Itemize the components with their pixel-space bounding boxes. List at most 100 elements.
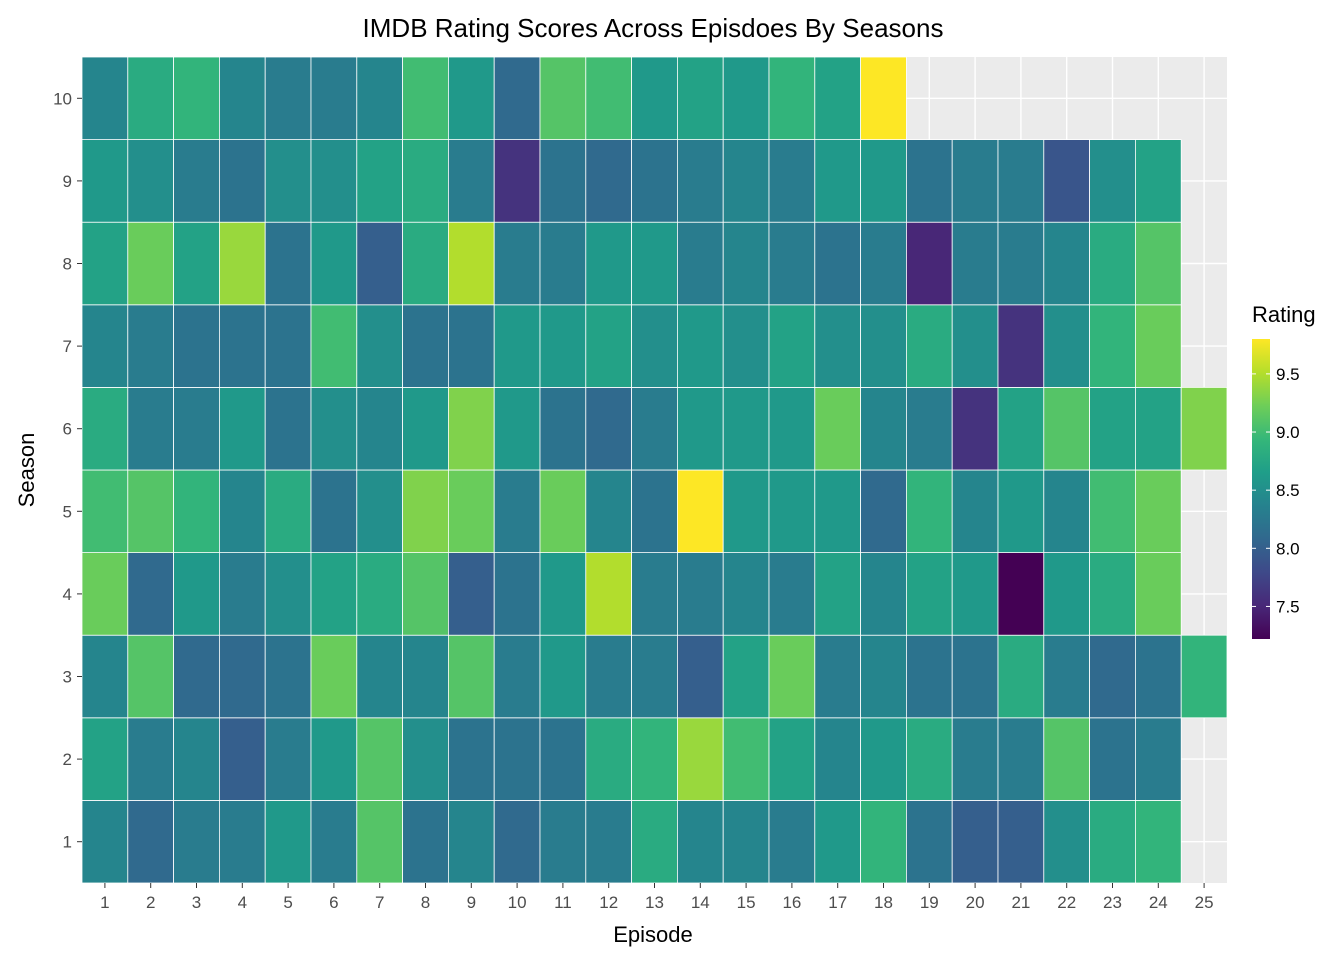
heatmap-cell [814, 717, 861, 801]
heatmap-cell [722, 304, 770, 388]
heatmap-cell [951, 304, 999, 388]
y-axis-title: Season [14, 433, 39, 508]
heatmap-cell [585, 634, 632, 719]
heatmap-cell [539, 304, 587, 388]
heatmap-cell [402, 800, 449, 884]
heatmap-cell [493, 552, 541, 636]
heatmap-cell [722, 139, 770, 223]
heatmap-cell [585, 221, 632, 306]
legend-tick-label: 8.0 [1276, 539, 1300, 558]
heatmap-cell [81, 469, 129, 553]
heatmap-cell [1043, 304, 1091, 388]
heatmap-cell [585, 139, 632, 223]
heatmap-cell [493, 221, 541, 306]
heatmap-cell [310, 634, 358, 719]
heatmap-cell [218, 469, 266, 553]
heatmap-cell [585, 386, 632, 471]
heatmap-cell [173, 56, 220, 140]
heatmap-cell [402, 552, 449, 636]
heatmap-cell [264, 221, 312, 306]
y-tick-label: 3 [63, 668, 72, 687]
heatmap-cell [1043, 221, 1091, 306]
heatmap-cell [1089, 634, 1136, 719]
chart-title: IMDB Rating Scores Across Episdoes By Se… [363, 13, 944, 43]
heatmap-cell [768, 56, 816, 140]
x-tick-label: 22 [1057, 893, 1076, 912]
heatmap-cell [1135, 634, 1182, 719]
heatmap-cell [218, 386, 266, 471]
y-tick-label: 1 [63, 833, 72, 852]
heatmap-cell [677, 469, 724, 553]
heatmap-cell [173, 717, 220, 801]
heatmap-cell [631, 717, 678, 801]
heatmap-cell [1089, 552, 1136, 636]
heatmap-cell [81, 800, 129, 884]
heatmap-cell [81, 386, 129, 471]
heatmap-cell [631, 800, 678, 884]
heatmap-cell [356, 304, 403, 388]
heatmap-cell [997, 717, 1045, 801]
x-tick-label: 17 [828, 893, 847, 912]
y-tick-label: 10 [53, 89, 72, 108]
heatmap-cell [860, 552, 907, 636]
x-tick-label: 25 [1195, 893, 1214, 912]
heatmap-cell [218, 552, 266, 636]
heatmap-cell [814, 56, 861, 140]
heatmap-cell [539, 221, 587, 306]
heatmap-cell [493, 469, 541, 553]
color-legend: Rating 9.5 9.0 8.5 8.0 7.5 [1252, 302, 1316, 639]
heatmap-cell [1043, 139, 1091, 223]
heatmap-cell [906, 139, 953, 223]
x-tick-label: 3 [192, 893, 201, 912]
heatmap-cell [814, 552, 861, 636]
heatmap-cell [127, 717, 175, 801]
heatmap-cell [677, 221, 724, 306]
heatmap-cell [218, 304, 266, 388]
heatmap-cell [677, 304, 724, 388]
heatmap-cell [814, 634, 861, 719]
heatmap-cell [906, 469, 953, 553]
heatmap-cell [951, 800, 999, 884]
x-tick-label: 5 [283, 893, 292, 912]
heatmap-cell [860, 56, 907, 140]
x-axis-ticks: 1 2 3 4 5 6 7 8 9 10 11 12 13 14 15 16 17 18 19 20 21 22 23 24 2… [100, 883, 1214, 912]
heatmap-cell [264, 386, 312, 471]
heatmap-cell [677, 800, 724, 884]
heatmap-cell [356, 800, 403, 884]
heatmap-cell [447, 304, 495, 388]
heatmap-cell [81, 304, 129, 388]
heatmap-cell [951, 221, 999, 306]
heatmap-cell [997, 634, 1045, 719]
heatmap-cell [310, 552, 358, 636]
heatmap-cell [677, 634, 724, 719]
x-tick-label: 16 [782, 893, 801, 912]
heatmap-cell [127, 221, 175, 306]
heatmap-cell [173, 634, 220, 719]
heatmap-cell [1135, 139, 1182, 223]
heatmap-cell [1089, 221, 1136, 306]
heatmap-cell [814, 221, 861, 306]
heatmap-cell [310, 469, 358, 553]
heatmap-cell [447, 552, 495, 636]
heatmap-cell [402, 304, 449, 388]
x-tick-label: 15 [737, 893, 756, 912]
heatmap-cell [264, 717, 312, 801]
heatmap-cell [127, 56, 175, 140]
heatmap-cell [951, 717, 999, 801]
heatmap-cell [173, 386, 220, 471]
heatmap-cell [539, 56, 587, 140]
heatmap-cell [860, 304, 907, 388]
x-tick-label: 13 [645, 893, 664, 912]
heatmap-cell [951, 139, 999, 223]
heatmap-cell [127, 634, 175, 719]
heatmap-cell [1135, 552, 1182, 636]
heatmap-cell [493, 139, 541, 223]
heatmap-cell [81, 634, 129, 719]
heatmap-cell [402, 386, 449, 471]
heatmap-cell [1135, 386, 1182, 471]
heatmap-cell [493, 634, 541, 719]
heatmap-cell [218, 221, 266, 306]
heatmap-cell [173, 800, 220, 884]
heatmap-cell [860, 386, 907, 471]
